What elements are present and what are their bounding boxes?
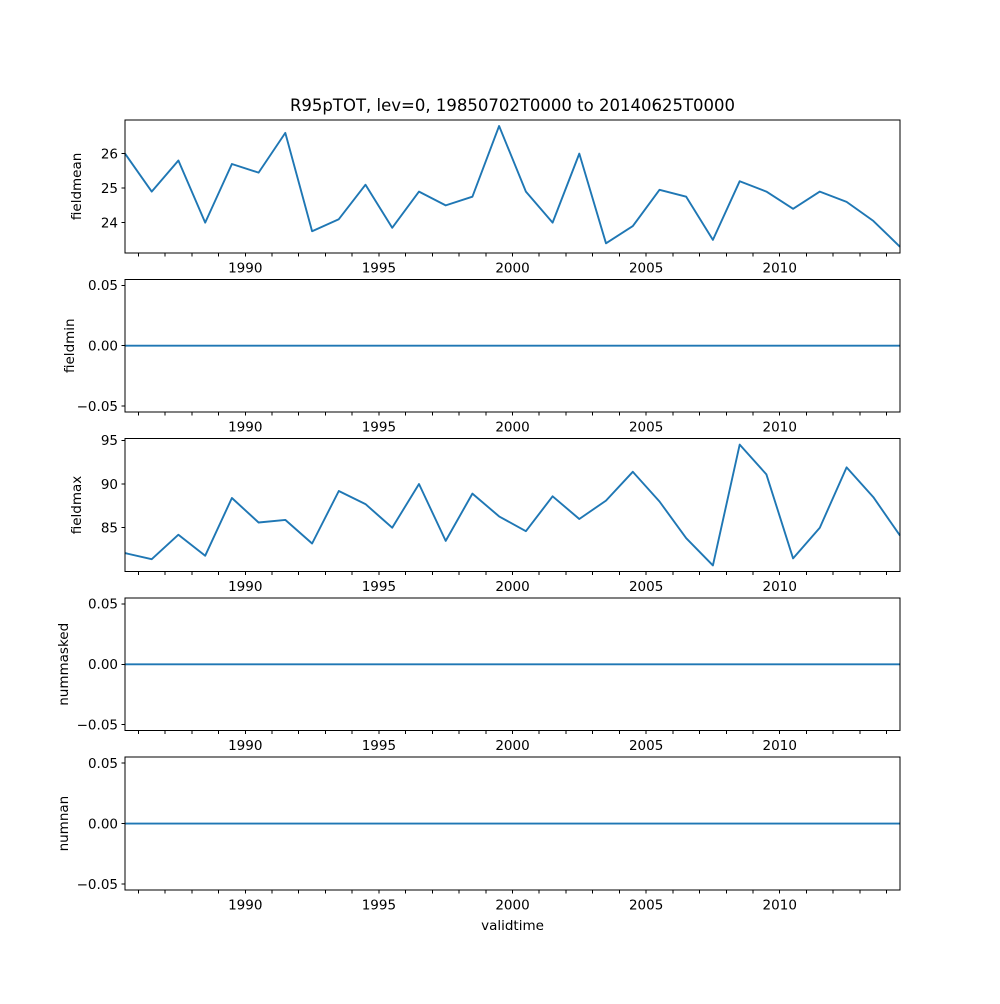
x-tick-label: 1990 (228, 579, 262, 595)
y-tick-label: 25 (101, 181, 118, 197)
series-line-fieldmean (124, 125, 901, 248)
y-axis-label-fieldmin: fieldmin (62, 318, 78, 373)
x-tick-label: 1995 (362, 420, 396, 436)
y-axis-label-numnan: numnan (56, 796, 72, 852)
y-tick-label: −0.05 (77, 399, 118, 415)
y-tick-label: −0.05 (77, 717, 118, 733)
x-tick-label: 1990 (228, 420, 262, 436)
x-tick-label: 2000 (495, 420, 529, 436)
x-tick-label: 2010 (763, 579, 797, 595)
x-axis-label: validtime (481, 918, 544, 934)
y-axis-label-fieldmean: fieldmean (69, 153, 85, 220)
y-tick-label: 90 (101, 477, 118, 493)
x-tick-label: 2000 (495, 738, 529, 754)
y-axis-label-fieldmax: fieldmax (69, 476, 85, 535)
chart-title: R95pTOT, lev=0, 19850702T0000 to 2014062… (290, 96, 735, 115)
y-tick-label: 24 (101, 215, 118, 231)
x-tick-label: 2000 (495, 898, 529, 914)
x-tick-label: 1990 (228, 260, 262, 276)
x-tick-label: 2010 (763, 898, 797, 914)
y-tick-label: 85 (101, 521, 118, 537)
y-tick-label: −0.05 (77, 877, 118, 893)
subplot-fieldmax: 1990 1995 2000 2005 2010 95 90 85 fieldmax (69, 433, 901, 595)
y-tick-label: 95 (101, 433, 118, 449)
x-tick-label: 1995 (362, 738, 396, 754)
x-tick-label: 1995 (362, 898, 396, 914)
subplot-nummasked: 1990 1995 2000 2005 2010 0.05 0.00 −0.05 nummask… (56, 597, 901, 754)
subplot-numnan: 1990 1995 2000 2005 2010 0.05 0.00 −0.05 numnan (56, 756, 901, 914)
x-tick-label: 2010 (763, 420, 797, 436)
y-tick-label: 0.00 (88, 339, 118, 355)
x-tick-label: 2005 (629, 579, 663, 595)
y-tick-label: 0.05 (88, 278, 118, 294)
x-tick-label: 2005 (629, 260, 663, 276)
x-tick-label: 2000 (495, 579, 529, 595)
subplot-fieldmin: 1990 1995 2000 2005 2010 0.05 0.00 −0.05 fieldmi… (62, 278, 901, 436)
y-axis-label-nummasked: nummasked (56, 623, 72, 706)
x-tick-label: 2005 (629, 420, 663, 436)
x-tick-label: 2010 (763, 260, 797, 276)
x-tick-label: 2005 (629, 898, 663, 914)
y-tick-label: 26 (101, 146, 118, 162)
y-tick-label: 0.05 (88, 756, 118, 772)
x-tick-label: 2005 (629, 738, 663, 754)
x-tick-label: 2010 (763, 738, 797, 754)
x-tick-label: 1995 (362, 579, 396, 595)
y-tick-label: 0.00 (88, 657, 118, 673)
x-tick-label: 2000 (495, 260, 529, 276)
x-tick-label: 1990 (228, 738, 262, 754)
y-tick-label: 0.05 (88, 597, 118, 613)
subplot-fieldmean: 1990 1995 2000 2005 2010 26 25 24 fieldmean (69, 119, 901, 276)
x-tick-label: 1995 (362, 260, 396, 276)
y-tick-label: 0.00 (88, 816, 118, 832)
series-line-fieldmax (124, 443, 901, 567)
x-tick-label: 1990 (228, 898, 262, 914)
